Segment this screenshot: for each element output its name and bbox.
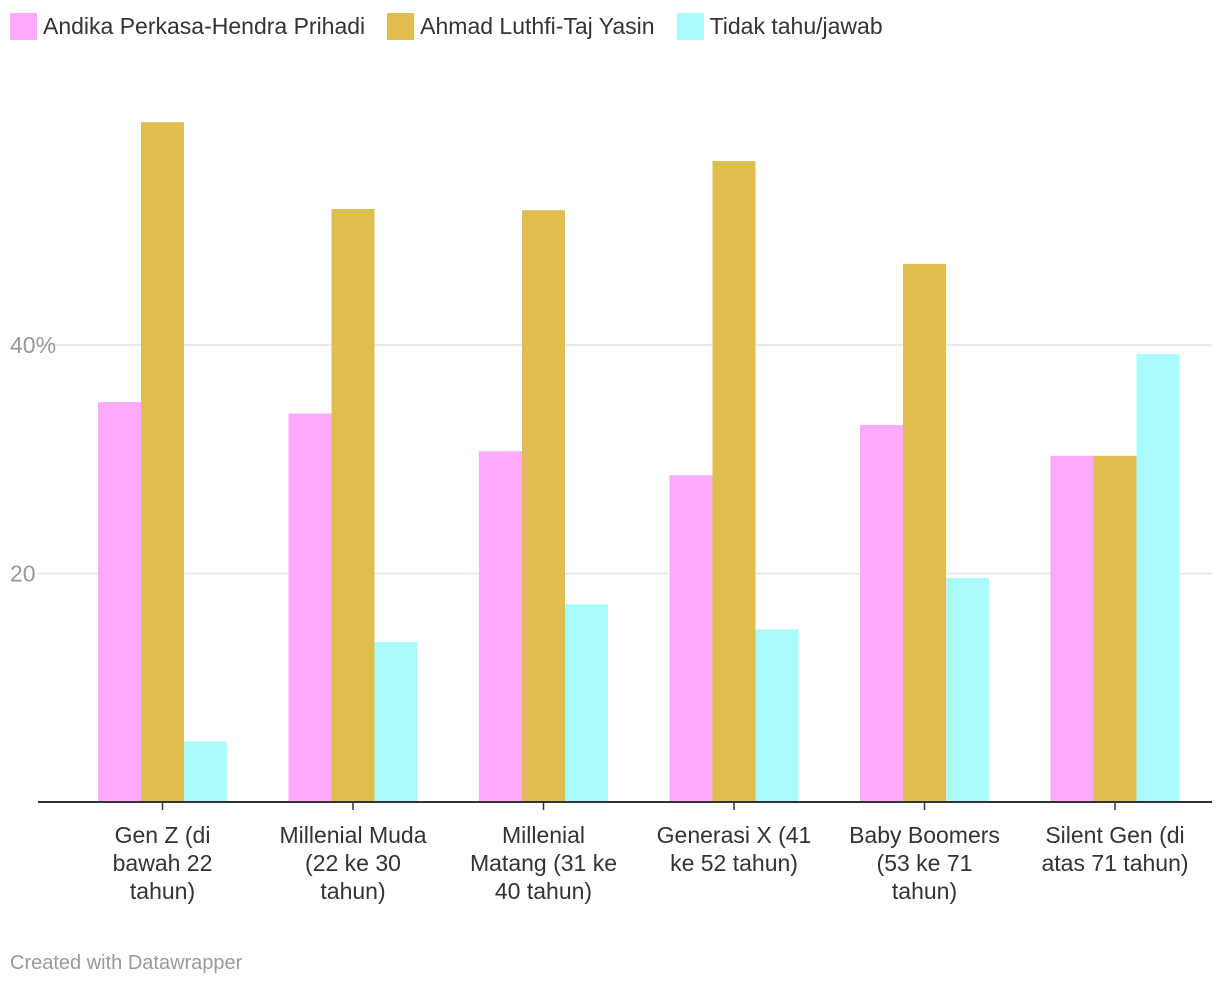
y-tick-label: 40% (10, 332, 56, 358)
credit-text: Created with Datawrapper (10, 952, 243, 974)
bar (1093, 455, 1137, 802)
bar (374, 642, 418, 802)
x-tick-label-line: ke 52 tahun) (670, 850, 798, 876)
x-tick-label-line: (53 ke 71 (877, 850, 973, 876)
bar (860, 424, 903, 802)
bar (479, 451, 522, 802)
x-tick-label-line: tahun) (130, 878, 195, 904)
legend-swatch (676, 12, 704, 40)
legend-label: Tidak tahu/jawab (709, 12, 883, 39)
legend-item: Tidak tahu/jawab (676, 12, 883, 40)
x-tick-label: Generasi X (41 ke 52 tahun) (657, 822, 812, 876)
x-tick-label: Millenial Matang (31 ke 40 tahun) (470, 822, 617, 904)
bar (141, 122, 184, 802)
x-tick-label-line: tahun) (892, 878, 957, 904)
legend-label: Ahmad Luthfi-Taj Yasin (420, 12, 655, 39)
bar (946, 578, 989, 802)
x-tick-label-line: Millenial (502, 822, 585, 848)
bar (1136, 354, 1180, 802)
x-tick-label-line: atas 71 tahun) (1041, 850, 1188, 876)
x-tick-label-line: Matang (31 ke (470, 850, 617, 876)
bar (331, 209, 375, 803)
x-tick-label-line: (22 ke 30 (305, 850, 401, 876)
x-tick-label-line: bawah 22 (113, 850, 213, 876)
x-tick-label: Silent Gen (di atas 71 tahun) (1041, 822, 1188, 876)
x-tick-label-line: 40 tahun) (495, 878, 592, 904)
x-tick-label-line: Silent Gen (di (1045, 822, 1184, 848)
bar (755, 629, 799, 802)
legend-item: Ahmad Luthfi-Taj Yasin (387, 12, 655, 40)
x-tick-label: Millenial Muda (22 ke 30 tahun) (279, 822, 426, 904)
bar (1050, 455, 1094, 802)
x-tick-label-line: Generasi X (41 (657, 822, 812, 848)
x-tick-label-line: Millenial Muda (279, 822, 426, 848)
bar (903, 263, 946, 802)
chart-legend: Andika Perkasa-Hendra Prihadi Ahmad Luthf… (10, 11, 905, 41)
bar (98, 402, 141, 802)
bar (712, 161, 756, 802)
bar (288, 413, 332, 802)
x-tick-label-line: Baby Boomers (849, 822, 1000, 848)
bar (669, 475, 713, 802)
bar (565, 604, 608, 802)
legend-swatch (387, 12, 415, 40)
bar (184, 741, 227, 802)
legend-label: Andika Perkasa-Hendra Prihadi (43, 12, 366, 39)
y-tick-label: 20 (10, 561, 36, 587)
bar (522, 210, 565, 802)
legend-swatch (10, 12, 37, 40)
x-tick-label: Gen Z (di bawah 22 tahun) (113, 822, 213, 904)
legend-item: Andika Perkasa-Hendra Prihadi (10, 12, 366, 40)
x-tick-label-line: tahun) (320, 878, 385, 904)
x-tick-label: Baby Boomers (53 ke 71 tahun) (849, 822, 1000, 904)
x-tick-label-line: Gen Z (di (115, 822, 211, 848)
